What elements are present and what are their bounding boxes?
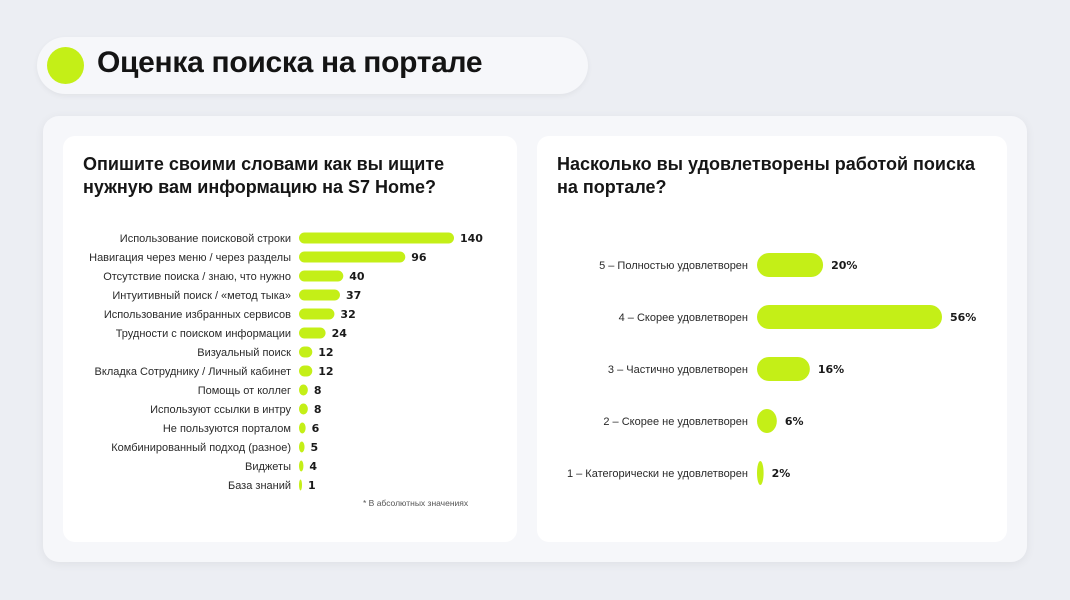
page-title: Оценка поиска на портале [97, 46, 483, 79]
category-label: 4 – Скорее удовлетворен [619, 312, 748, 324]
value-label: 2% [772, 467, 791, 480]
search-method-chart: Использование поисковой строки 140Навигац… [89, 232, 483, 492]
category-label: База знаний [228, 480, 291, 492]
bar [299, 460, 304, 472]
right-card-title: Насколько вы удовлетворены работой поиск… [557, 154, 975, 197]
bar [299, 327, 326, 339]
category-label: Использование поисковой строки [120, 233, 291, 245]
page-title-pill: Оценка поиска на портале [37, 37, 588, 94]
category-label: 2 – Скорее не удовлетворен [603, 416, 748, 428]
value-label: 12 [318, 365, 333, 378]
value-label: 56% [950, 311, 976, 324]
value-label: 20% [831, 259, 857, 272]
category-label: Визуальный поиск [197, 347, 291, 359]
satisfaction-chart: 5 – Полностью удовлетворен 20% 4 – Скорее … [567, 253, 976, 485]
category-label: Отсутствие поиска / знаю, что нужно [103, 271, 291, 283]
bar [299, 365, 313, 377]
left-card-title: Опишите своими словами как вы ищите нужн… [83, 154, 445, 197]
bar [757, 305, 942, 329]
category-label: Использование избранных сервисов [104, 309, 291, 321]
category-label: Помощь от коллег [198, 385, 291, 397]
value-label: 16% [818, 363, 844, 376]
value-label: 37 [346, 289, 361, 302]
bar [299, 403, 308, 415]
category-label: 1 – Категорически не удовлетворен [567, 468, 748, 480]
bar [757, 409, 777, 433]
value-label: 40 [349, 270, 365, 283]
bar [757, 461, 764, 485]
bar [299, 479, 302, 491]
value-label: 96 [411, 251, 427, 264]
category-label: 3 – Частично удовлетворен [608, 364, 748, 376]
category-label: 5 – Полностью удовлетворен [599, 260, 748, 272]
bar [299, 308, 335, 320]
value-label: 6 [312, 422, 320, 435]
bar [299, 289, 340, 301]
value-label: 1 [308, 479, 316, 492]
value-label: 4 [309, 460, 317, 473]
left-card: Опишите своими словами как вы ищите нужн… [63, 136, 517, 542]
value-label: 24 [332, 327, 348, 340]
category-label: Комбинированный подход (разное) [111, 442, 291, 454]
bar [299, 346, 313, 358]
bar [299, 232, 454, 244]
value-label: 5 [311, 441, 319, 454]
value-label: 140 [460, 232, 483, 245]
value-label: 8 [314, 403, 322, 416]
accent-dot-icon [47, 47, 84, 84]
bar [757, 357, 810, 381]
bar [757, 253, 824, 277]
category-label: Используют ссылки в интру [150, 404, 291, 416]
category-label: Не пользуются порталом [163, 423, 291, 435]
category-label: Интуитивный поиск / «метод тыка» [112, 290, 291, 302]
category-label: Трудности с поиском информации [116, 328, 291, 340]
bar [299, 384, 308, 396]
value-label: 32 [340, 308, 355, 321]
bar [299, 422, 306, 434]
category-label: Навигация через меню / через разделы [89, 252, 291, 264]
footnote: * В абсолютных значениях [363, 498, 469, 508]
value-label: 6% [785, 415, 804, 428]
bar [299, 270, 344, 282]
value-label: 8 [314, 384, 322, 397]
value-label: 12 [318, 346, 333, 359]
category-label: Вкладка Сотруднику / Личный кабинет [95, 366, 291, 378]
bar [299, 441, 305, 453]
bar [299, 251, 406, 263]
category-label: Виджеты [245, 461, 291, 473]
right-card: Насколько вы удовлетворены работой поиск… [537, 136, 1007, 542]
